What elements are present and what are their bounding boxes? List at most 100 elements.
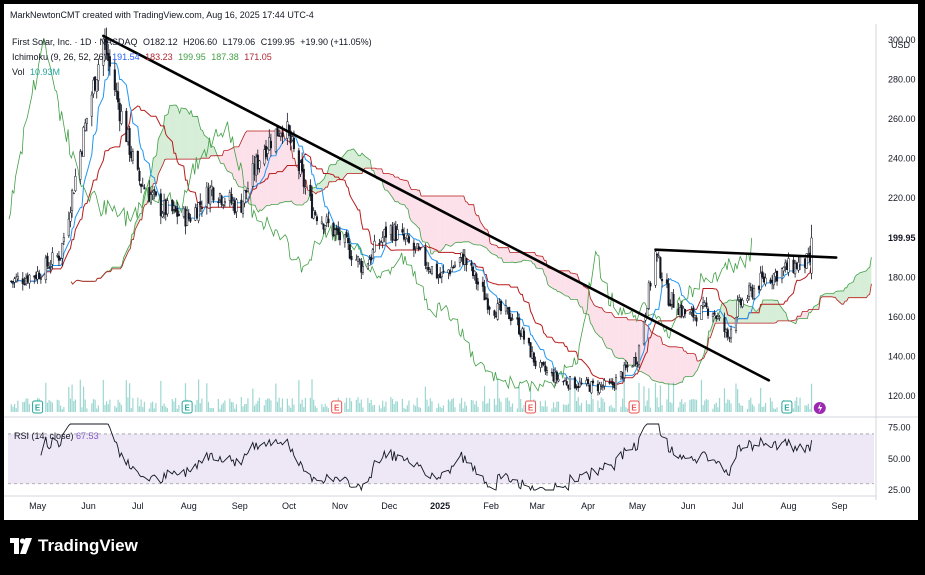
volume-bar	[523, 405, 525, 412]
chart-panel[interactable]: 300.00280.00260.00240.00220.00200.00180.…	[4, 4, 918, 520]
candle-body	[435, 263, 438, 279]
cloud-segment	[222, 150, 224, 164]
volume-bar	[804, 405, 806, 412]
cloud-segment	[854, 274, 857, 298]
volume-bar	[27, 398, 29, 412]
volume-bar	[488, 398, 491, 412]
candle-body	[218, 193, 222, 201]
ichimoku-conversion-value: 191.54	[112, 52, 140, 62]
volume-bar	[104, 404, 106, 412]
volume-bar	[84, 399, 86, 412]
volume-legend[interactable]: Vol 10.93M	[12, 67, 63, 77]
cloud-segment	[363, 154, 366, 170]
volume-bar	[700, 379, 703, 412]
candle-body	[690, 309, 693, 313]
candle-body	[568, 376, 572, 390]
cloud-segment	[154, 154, 157, 184]
candle-body	[154, 191, 157, 196]
candle-body	[383, 229, 386, 237]
candle-body	[360, 260, 363, 273]
cloud-segment	[767, 300, 773, 324]
volume-bar	[416, 397, 418, 412]
candle-body	[463, 255, 466, 265]
cloud-segment	[399, 179, 405, 205]
candle-body	[458, 257, 461, 263]
volume-bar	[684, 402, 686, 412]
volume-bar	[92, 399, 95, 412]
rsi-legend[interactable]: RSI (14, close) 67.53	[14, 431, 99, 441]
cloud-segment	[335, 160, 338, 182]
cloud-segment	[187, 111, 190, 160]
cloud-segment	[409, 186, 412, 221]
volume-bar	[13, 404, 16, 412]
cloud-segment	[498, 247, 500, 258]
currency-label[interactable]: USD	[891, 40, 911, 50]
ichimoku-legend[interactable]: Ichimoku (9, 26, 52, 26) 191.54 183.23 1…	[12, 52, 275, 62]
cloud-segment	[404, 180, 407, 208]
volume-bar	[695, 399, 698, 412]
cloud-segment	[215, 151, 221, 164]
cloud-segment	[158, 128, 164, 175]
cloud-segment	[779, 304, 785, 321]
cloud-segment	[615, 317, 617, 358]
candle-body	[325, 216, 328, 224]
volume-bar	[360, 399, 362, 412]
cloud-segment	[462, 195, 464, 243]
candle-body	[739, 298, 742, 306]
candle-body	[784, 262, 787, 268]
candle-body	[562, 380, 565, 383]
cloud-segment	[664, 344, 670, 385]
volume-bar	[267, 398, 269, 412]
volume-bar	[403, 408, 405, 412]
candle-body	[141, 185, 144, 187]
candle-body	[268, 137, 271, 151]
tradingview-logo[interactable]: TradingView	[10, 536, 138, 556]
cloud-segment	[652, 332, 658, 382]
cloud-segment	[398, 177, 400, 204]
volume-bar	[544, 400, 546, 412]
time-tick-label: Oct	[282, 501, 297, 511]
candle-body	[350, 256, 353, 261]
volume-bar	[408, 400, 410, 412]
cloud-segment	[140, 213, 142, 220]
cloud-segment	[430, 195, 433, 255]
candle-body	[795, 263, 798, 269]
volume-bar	[311, 379, 313, 412]
cloud-segment	[662, 344, 665, 384]
candle-body	[15, 276, 18, 282]
volume-bar	[58, 400, 60, 412]
candle-body	[741, 299, 744, 307]
earnings-marker-label: E	[631, 404, 637, 413]
candle-body	[324, 225, 327, 230]
cloud-segment	[352, 148, 354, 174]
candle-body	[412, 242, 415, 250]
candle-body	[665, 279, 668, 284]
candle-body	[660, 278, 664, 282]
candle-body	[677, 308, 680, 315]
cloud-segment	[465, 201, 468, 242]
cloud-segment	[314, 187, 316, 194]
cloud-segment	[243, 132, 246, 199]
cloud-segment	[836, 290, 842, 305]
cloud-segment	[421, 195, 423, 242]
volume-bar	[393, 404, 395, 412]
cloud-segment	[467, 202, 469, 242]
candle-body	[642, 321, 645, 345]
volume-bar	[566, 405, 568, 412]
candle-body	[320, 221, 323, 224]
candle-body	[136, 150, 139, 170]
chart-canvas[interactable]: 300.00280.00260.00240.00220.00200.00180.…	[4, 4, 918, 520]
volume-bar	[132, 398, 134, 412]
candle-body	[614, 377, 618, 390]
candle-body	[470, 262, 473, 266]
symbol-legend[interactable]: First Solar, Inc. · 1D · NASDAQ O182.12 …	[12, 37, 375, 47]
candle-body	[378, 243, 381, 245]
candle-body	[48, 267, 51, 269]
candle-body	[406, 234, 409, 239]
volume-bar	[12, 406, 14, 412]
price-tick-label: 220.00	[888, 193, 916, 203]
volume-bar	[414, 405, 417, 412]
cloud-segment	[450, 195, 453, 247]
cloud-segment	[777, 300, 780, 321]
candle-body	[610, 382, 613, 384]
